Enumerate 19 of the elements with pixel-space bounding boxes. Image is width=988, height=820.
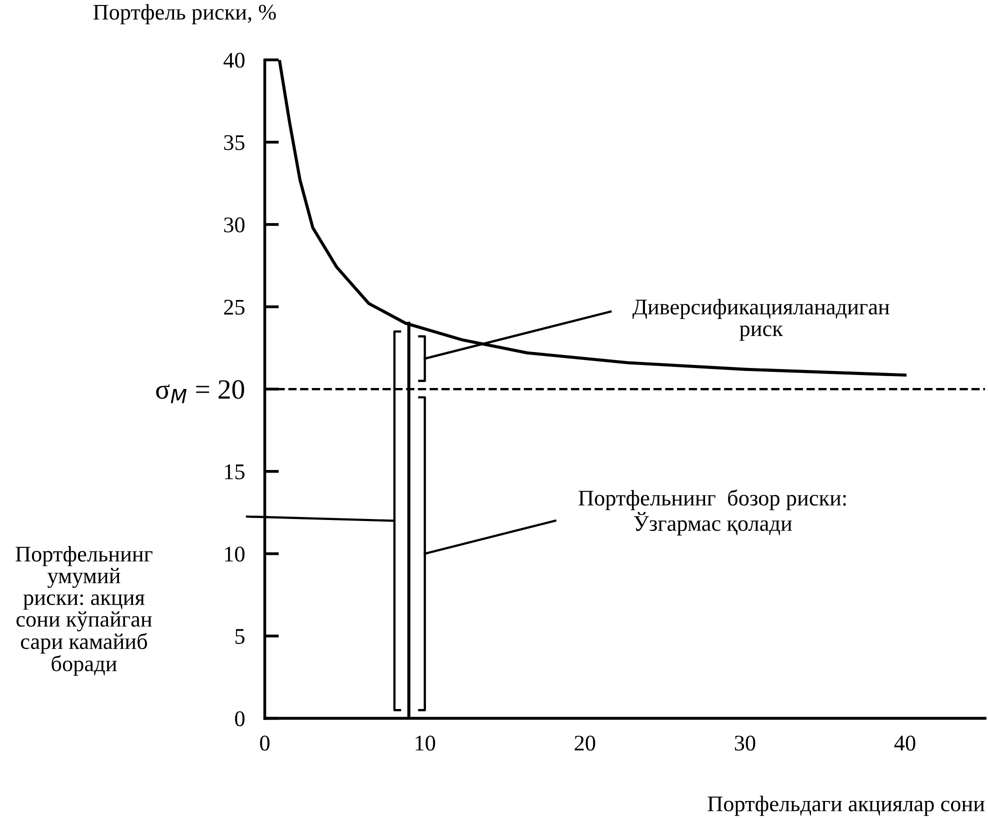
x-tick-label: 20 <box>574 736 596 751</box>
y-tick-label: 5 <box>236 629 244 644</box>
y-tick-label: 25 <box>224 300 244 315</box>
x-tick-label: 0 <box>260 736 270 751</box>
annotation: Диверсификацияланадиган риск <box>632 298 890 341</box>
y-tick-label: 35 <box>224 135 244 150</box>
x-axis-title: Портфельдаги акциялар сони <box>708 796 985 816</box>
y-tick-label: 0 <box>235 711 244 726</box>
y-tick-label: 10 <box>225 546 244 562</box>
y-axis-title: Портфель риски, % <box>93 4 276 24</box>
y-tick-label: 30 <box>224 217 244 232</box>
y-tick-label: σ$_{M}$ = 20 <box>156 380 244 404</box>
y-tick-label: 15 <box>225 464 244 480</box>
text: Портфельнинг умумий риски: акция сони кўпайган сари камайиб боради <box>16 546 152 676</box>
x-tick-label: 40 <box>894 736 916 751</box>
x-tick-label: 10 <box>416 736 436 751</box>
y-tick-label: 40 <box>224 52 244 68</box>
annotation: Портфельнинг бозор риски: Ўзгармас қолади <box>578 489 846 536</box>
x-tick-label: 30 <box>734 736 756 751</box>
